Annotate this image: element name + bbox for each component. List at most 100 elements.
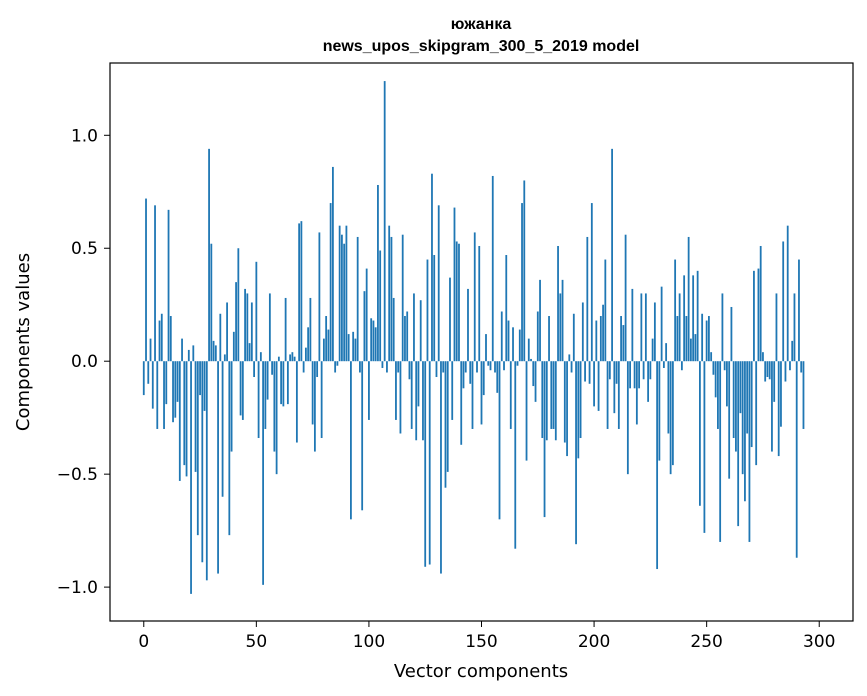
bar bbox=[165, 361, 168, 405]
bar bbox=[482, 361, 485, 396]
bar bbox=[433, 255, 436, 362]
bar bbox=[347, 334, 350, 362]
bar bbox=[190, 361, 192, 594]
bar bbox=[703, 361, 706, 533]
bar bbox=[586, 236, 589, 362]
bar bbox=[280, 361, 283, 405]
bar bbox=[208, 148, 210, 362]
bar bbox=[527, 338, 530, 362]
bar bbox=[559, 293, 562, 362]
bar bbox=[638, 361, 641, 389]
bar bbox=[428, 361, 431, 565]
bar bbox=[581, 302, 584, 362]
bar bbox=[505, 255, 508, 362]
bar bbox=[728, 361, 731, 479]
bar bbox=[163, 361, 165, 429]
bar bbox=[325, 316, 328, 362]
bar bbox=[359, 361, 361, 373]
bar bbox=[361, 361, 364, 511]
bar bbox=[205, 361, 208, 581]
bar bbox=[485, 334, 487, 362]
bar bbox=[334, 361, 337, 373]
bar bbox=[534, 361, 537, 402]
bar bbox=[318, 232, 321, 362]
bar bbox=[266, 361, 269, 400]
bar bbox=[158, 320, 161, 362]
bar bbox=[719, 361, 722, 542]
bar bbox=[496, 361, 499, 393]
bar bbox=[363, 291, 366, 362]
bar bbox=[771, 361, 773, 452]
y-axis-label: Components values bbox=[13, 253, 34, 431]
bar bbox=[451, 361, 454, 420]
bar bbox=[154, 205, 156, 362]
bar bbox=[390, 236, 393, 362]
bar bbox=[561, 279, 564, 362]
bar bbox=[311, 361, 314, 425]
bar bbox=[415, 361, 418, 441]
bar bbox=[167, 209, 170, 362]
bar bbox=[293, 356, 296, 362]
bar bbox=[658, 361, 661, 461]
bar bbox=[440, 361, 442, 574]
bar bbox=[750, 361, 753, 448]
bar bbox=[417, 361, 420, 407]
bar bbox=[768, 361, 771, 380]
bar bbox=[608, 361, 611, 380]
bar bbox=[798, 259, 800, 362]
bar bbox=[604, 259, 607, 362]
bar bbox=[753, 270, 755, 362]
bar bbox=[662, 361, 665, 368]
bar bbox=[588, 361, 591, 384]
x-tick-label: 100 bbox=[353, 632, 385, 652]
bar bbox=[230, 361, 233, 452]
bar bbox=[388, 225, 391, 362]
bar bbox=[626, 361, 629, 475]
bar bbox=[201, 361, 204, 563]
bar bbox=[784, 361, 787, 382]
bar bbox=[235, 282, 237, 362]
bar bbox=[142, 361, 145, 396]
bar bbox=[210, 243, 213, 362]
bar bbox=[744, 361, 746, 502]
bar bbox=[680, 361, 683, 371]
bar bbox=[169, 316, 172, 362]
bar bbox=[509, 361, 512, 429]
bar bbox=[214, 345, 217, 362]
bar bbox=[762, 352, 764, 362]
bar bbox=[160, 313, 163, 362]
bar bbox=[568, 354, 571, 362]
bar bbox=[563, 361, 566, 443]
bar bbox=[692, 275, 695, 362]
bar bbox=[789, 361, 791, 371]
bar bbox=[291, 352, 294, 362]
bar bbox=[467, 288, 469, 362]
bar bbox=[381, 361, 384, 368]
bar bbox=[183, 361, 186, 466]
bar bbox=[365, 268, 368, 362]
bar bbox=[739, 361, 742, 414]
bar bbox=[735, 361, 737, 452]
bar bbox=[471, 361, 474, 429]
bar bbox=[516, 361, 519, 366]
bar bbox=[392, 297, 395, 362]
bar bbox=[748, 361, 751, 542]
bar bbox=[275, 361, 278, 475]
bar bbox=[523, 180, 526, 362]
bar bbox=[518, 329, 521, 362]
bar bbox=[714, 361, 717, 398]
bar bbox=[793, 293, 796, 362]
bar bbox=[629, 361, 631, 389]
bar bbox=[386, 361, 388, 373]
bar bbox=[332, 166, 334, 362]
chart-subtitle: news_upos_skipgram_300_5_2019 model bbox=[323, 38, 640, 55]
y-tick-label: 0.0 bbox=[71, 352, 98, 372]
bar bbox=[350, 361, 352, 520]
bar bbox=[669, 361, 672, 475]
bar bbox=[313, 361, 316, 452]
bar bbox=[737, 361, 740, 527]
bar bbox=[532, 361, 535, 387]
bar bbox=[757, 268, 760, 362]
bar bbox=[377, 184, 379, 362]
bar bbox=[552, 361, 555, 429]
